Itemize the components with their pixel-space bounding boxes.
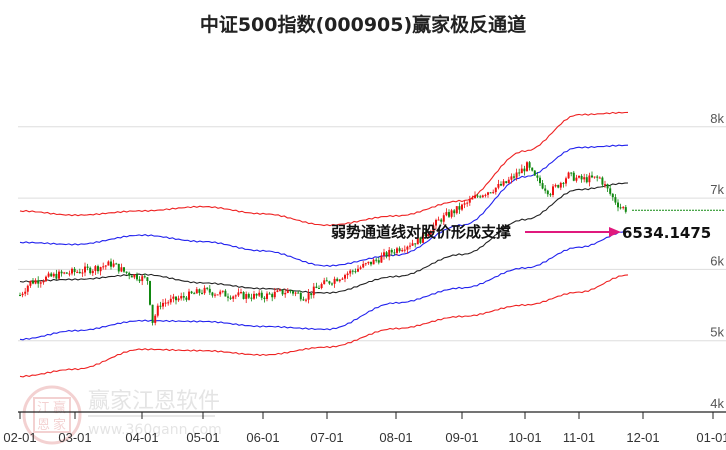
x-tick-label: 06-01 (246, 430, 279, 445)
upper-outer-band-line (19, 111, 629, 227)
x-tick-label: 04-01 (125, 430, 158, 445)
x-tick-label: 03-01 (58, 430, 91, 445)
x-tick-label: 09-01 (445, 430, 478, 445)
watermark-url: www.360gann.com (88, 422, 222, 438)
lower-inner-band-line (19, 230, 629, 341)
x-tick-label: 11-01 (563, 430, 595, 445)
x-tick-label: 10-01 (508, 430, 541, 445)
y-tick-label: 4k (710, 396, 724, 411)
lower-outer-band-line (19, 274, 629, 378)
watermark-brand: 赢家江恩软件 (88, 389, 220, 414)
candles (19, 161, 627, 326)
watermark: 江赢恩 家 赢家江恩软件 www.360gann.com (22, 385, 222, 445)
svg-text:家: 家 (53, 417, 66, 433)
svg-text:恩: 恩 (37, 418, 50, 433)
x-tick-label: 01-01 (696, 430, 726, 445)
annotation-text: 弱势通道线对股价形成支撑 (331, 223, 511, 241)
x-tick-label: 12-01 (626, 430, 659, 445)
x-tick-label: 08-01 (379, 430, 412, 445)
x-tick-label: 07-01 (310, 430, 343, 445)
svg-text:江: 江 (37, 401, 50, 416)
x-tick-label: 05-01 (186, 430, 219, 445)
svg-text:赢: 赢 (53, 400, 66, 416)
support-annotation: 弱势通道线对股价形成支撑 6534.1475 (331, 223, 711, 242)
y-tick-label: 8k (710, 111, 724, 126)
mid-line-line (19, 182, 629, 294)
upper-inner-band-line (19, 144, 629, 267)
y-tick-label: 6k (710, 253, 724, 268)
y-tick-label: 7k (710, 182, 724, 197)
y-tick-label: 5k (710, 325, 724, 340)
chart-title: 中证500指数(000905)赢家极反通道 (199, 14, 527, 36)
x-tick-label: 02-01 (3, 430, 36, 445)
annotation-value: 6534.1475 (622, 224, 711, 242)
